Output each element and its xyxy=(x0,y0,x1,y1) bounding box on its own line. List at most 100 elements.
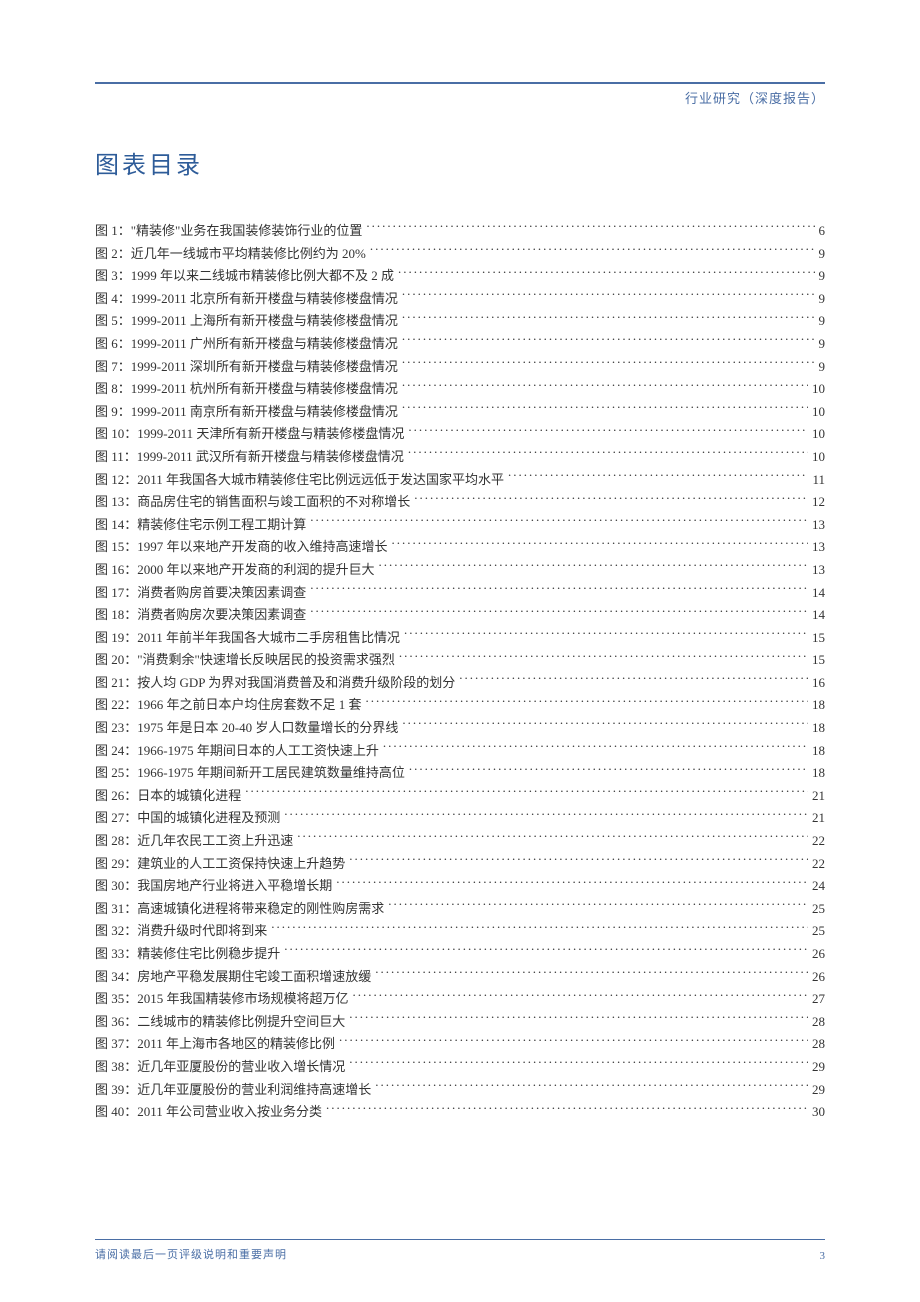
toc-entry: 图 3：1999 年以来二线城市精装修比例大都不及 2 成 9 xyxy=(95,265,825,288)
toc-entry-label: 图 39：近几年亚厦股份的营业利润维持高速增长 xyxy=(95,1079,371,1102)
toc-entry-label: 图 38：近几年亚厦股份的营业收入增长情况 xyxy=(95,1056,345,1079)
toc-entry: 图 18：消费者购房次要决策因素调查 14 xyxy=(95,604,825,627)
toc-entry-page: 10 xyxy=(812,446,825,469)
toc-entry: 图 35：2015 年我国精装修市场规模将超万亿 27 xyxy=(95,988,825,1011)
toc-entry: 图 15：1997 年以来地产开发商的收入维持高速增长 13 xyxy=(95,536,825,559)
toc-entry-page: 10 xyxy=(812,401,825,424)
toc-entry-label: 图 21：按人均 GDP 为界对我国消费普及和消费升级阶段的划分 xyxy=(95,672,455,695)
toc-entry: 图 21：按人均 GDP 为界对我国消费普及和消费升级阶段的划分 16 xyxy=(95,672,825,695)
toc-entry: 图 33：精装修住宅比例稳步提升 26 xyxy=(95,943,825,966)
toc-entry-label: 图 24：1966-1975 年期间日本的人工工资快速上升 xyxy=(95,740,379,763)
toc-leader-dots xyxy=(326,1103,808,1116)
toc-entry-page: 10 xyxy=(812,378,825,401)
toc-entry: 图 26：日本的城镇化进程 21 xyxy=(95,785,825,808)
toc-leader-dots xyxy=(409,764,808,777)
toc-entry-page: 14 xyxy=(812,604,825,627)
toc-leader-dots xyxy=(310,606,808,619)
toc-leader-dots xyxy=(284,809,808,822)
toc-leader-dots xyxy=(414,493,808,506)
toc-entry-label: 图 26：日本的城镇化进程 xyxy=(95,785,241,808)
toc-entry-page: 12 xyxy=(812,491,825,514)
toc-leader-dots xyxy=(402,312,815,325)
toc-entry: 图 29：建筑业的人工工资保持快速上升趋势 22 xyxy=(95,853,825,876)
toc-entry: 图 37：2011 年上海市各地区的精装修比例 28 xyxy=(95,1033,825,1056)
toc-entry-page: 21 xyxy=(812,785,825,808)
toc-entry: 图 39：近几年亚厦股份的营业利润维持高速增长 29 xyxy=(95,1079,825,1102)
toc-entry: 图 28：近几年农民工工资上升迅速 22 xyxy=(95,830,825,853)
toc-leader-dots xyxy=(392,538,808,551)
toc-leader-dots xyxy=(459,674,808,687)
footer-separator xyxy=(95,1239,825,1241)
toc-leader-dots xyxy=(336,877,808,890)
toc-entry-page: 18 xyxy=(812,694,825,717)
toc-leader-dots xyxy=(398,267,814,280)
toc-entry-label: 图 25：1966-1975 年期间新开工居民建筑数量维持高位 xyxy=(95,762,405,785)
toc-leader-dots xyxy=(402,719,808,732)
toc-leader-dots xyxy=(310,584,808,597)
toc-entry-page: 9 xyxy=(819,310,826,333)
toc-entry-page: 9 xyxy=(819,356,826,379)
toc-leader-dots xyxy=(508,471,808,484)
toc-entry-label: 图 37：2011 年上海市各地区的精装修比例 xyxy=(95,1033,335,1056)
toc-entry-label: 图 30：我国房地产行业将进入平稳增长期 xyxy=(95,875,332,898)
toc-leader-dots xyxy=(370,245,815,258)
header-label: 行业研究（深度报告） xyxy=(685,88,825,107)
header-separator xyxy=(95,82,825,84)
footer-disclaimer: 请阅读最后一页评级说明和重要声明 xyxy=(95,1246,287,1262)
toc-entry: 图 23：1975 年是日本 20-40 岁人口数量增长的分界线 18 xyxy=(95,717,825,740)
toc-leader-dots xyxy=(404,629,808,642)
toc-entry: 图 38：近几年亚厦股份的营业收入增长情况 29 xyxy=(95,1056,825,1079)
toc-leader-dots xyxy=(402,290,815,303)
toc-entry-label: 图 33：精装修住宅比例稳步提升 xyxy=(95,943,280,966)
toc-entry: 图 10：1999-2011 天津所有新开楼盘与精装修楼盘情况 10 xyxy=(95,423,825,446)
toc-entry-label: 图 23：1975 年是日本 20-40 岁人口数量增长的分界线 xyxy=(95,717,398,740)
toc-leader-dots xyxy=(310,516,808,529)
toc-entry: 图 8：1999-2011 杭州所有新开楼盘与精装修楼盘情况 10 xyxy=(95,378,825,401)
toc-leader-dots xyxy=(366,696,808,709)
toc-entry-label: 图 11：1999-2011 武汉所有新开楼盘与精装修楼盘情况 xyxy=(95,446,404,469)
toc-entry-page: 28 xyxy=(812,1033,825,1056)
toc-entry-page: 30 xyxy=(812,1101,825,1124)
toc-entry-label: 图 14：精装修住宅示例工程工期计算 xyxy=(95,514,306,537)
toc-leader-dots xyxy=(339,1035,808,1048)
toc-entry-label: 图 27：中国的城镇化进程及预测 xyxy=(95,807,280,830)
toc-entry-page: 25 xyxy=(812,898,825,921)
toc-entry: 图 30：我国房地产行业将进入平稳增长期 24 xyxy=(95,875,825,898)
toc-entry-page: 27 xyxy=(812,988,825,1011)
toc-entry-page: 14 xyxy=(812,582,825,605)
document-page: 行业研究（深度报告） 图表目录 图 1："精装修"业务在我国装修装饰行业的位置 … xyxy=(0,0,920,1302)
toc-entry: 图 31：高速城镇化进程将带来稳定的刚性购房需求 25 xyxy=(95,898,825,921)
toc-entry-page: 9 xyxy=(819,243,826,266)
toc-leader-dots xyxy=(271,922,808,935)
toc-entry-page: 25 xyxy=(812,920,825,943)
toc-entry-label: 图 6：1999-2011 广州所有新开楼盘与精装修楼盘情况 xyxy=(95,333,398,356)
toc-leader-dots xyxy=(375,968,808,981)
toc-entry-label: 图 17：消费者购房首要决策因素调查 xyxy=(95,582,306,605)
toc-entry-label: 图 19：2011 年前半年我国各大城市二手房租售比情况 xyxy=(95,627,400,650)
toc-leader-dots xyxy=(408,448,808,461)
toc-entry: 图 32：消费升级时代即将到来 25 xyxy=(95,920,825,943)
toc-entry-label: 图 9：1999-2011 南京所有新开楼盘与精装修楼盘情况 xyxy=(95,401,398,424)
toc-entry-label: 图 7：1999-2011 深圳所有新开楼盘与精装修楼盘情况 xyxy=(95,356,398,379)
toc-leader-dots xyxy=(402,380,808,393)
toc-entry-label: 图 18：消费者购房次要决策因素调查 xyxy=(95,604,306,627)
toc-entry-page: 22 xyxy=(812,853,825,876)
toc-entry-label: 图 5：1999-2011 上海所有新开楼盘与精装修楼盘情况 xyxy=(95,310,398,333)
toc-entry: 图 4：1999-2011 北京所有新开楼盘与精装修楼盘情况 9 xyxy=(95,288,825,311)
toc-entry-page: 22 xyxy=(812,830,825,853)
toc-entry-label: 图 16：2000 年以来地产开发商的利润的提升巨大 xyxy=(95,559,375,582)
toc-leader-dots xyxy=(349,1013,808,1026)
section-title: 图表目录 xyxy=(95,145,825,180)
toc-entry-label: 图 15：1997 年以来地产开发商的收入维持高速增长 xyxy=(95,536,388,559)
toc-entry-page: 15 xyxy=(812,649,825,672)
toc-entry-page: 13 xyxy=(812,536,825,559)
toc-entry: 图 11：1999-2011 武汉所有新开楼盘与精装修楼盘情况 10 xyxy=(95,446,825,469)
toc-entry-page: 13 xyxy=(812,514,825,537)
toc-entry-label: 图 31：高速城镇化进程将带来稳定的刚性购房需求 xyxy=(95,898,384,921)
toc-entry-page: 21 xyxy=(812,807,825,830)
toc-entry-label: 图 2：近几年一线城市平均精装修比例约为 20% xyxy=(95,243,366,266)
toc-entry-label: 图 20："消费剩余"快速增长反映居民的投资需求强烈 xyxy=(95,649,395,672)
toc-entry-label: 图 10：1999-2011 天津所有新开楼盘与精装修楼盘情况 xyxy=(95,423,404,446)
toc-entry: 图 34：房地产平稳发展期住宅竣工面积增速放缓 26 xyxy=(95,966,825,989)
toc-leader-dots xyxy=(408,425,808,438)
